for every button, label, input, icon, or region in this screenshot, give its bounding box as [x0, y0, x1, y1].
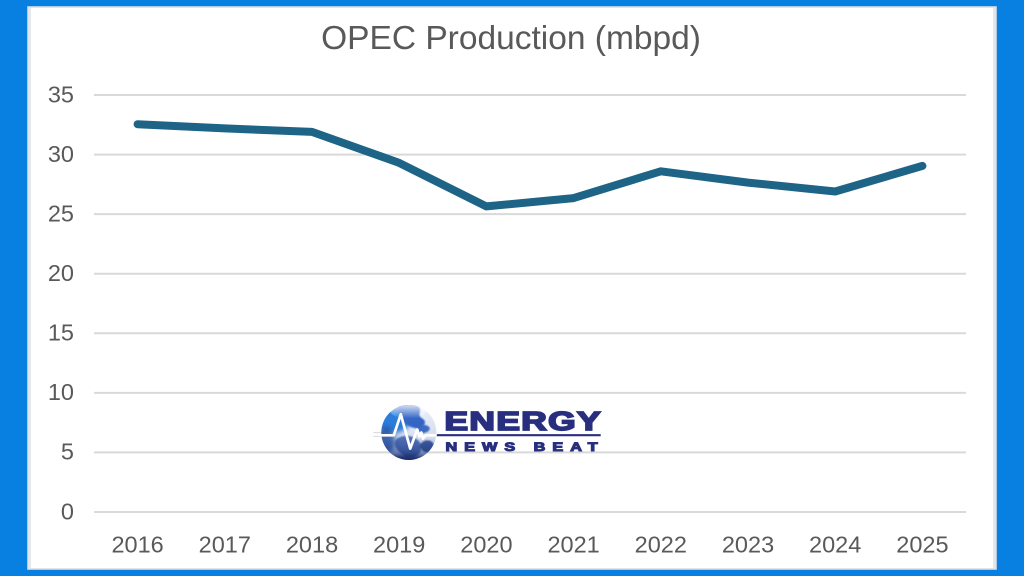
svg-text:2019: 2019 [373, 532, 425, 558]
svg-text:2022: 2022 [635, 532, 687, 558]
svg-text:OPEC Production (mbpd): OPEC Production (mbpd) [321, 20, 701, 57]
svg-text:15: 15 [48, 320, 74, 346]
svg-text:2021: 2021 [547, 532, 599, 558]
svg-text:2016: 2016 [111, 532, 163, 558]
svg-text:2023: 2023 [722, 532, 774, 558]
svg-text:2020: 2020 [460, 532, 512, 558]
svg-text:25: 25 [48, 200, 74, 226]
svg-text:2025: 2025 [896, 532, 948, 558]
svg-text:20: 20 [48, 260, 74, 286]
svg-text:35: 35 [48, 81, 74, 107]
svg-text:NEWS BEAT: NEWS BEAT [445, 441, 604, 454]
svg-text:2024: 2024 [809, 532, 861, 558]
svg-text:2017: 2017 [199, 532, 251, 558]
svg-text:ENERGY: ENERGY [444, 407, 601, 436]
svg-text:2018: 2018 [286, 532, 338, 558]
svg-text:5: 5 [61, 439, 74, 465]
svg-text:0: 0 [61, 498, 74, 524]
svg-text:10: 10 [48, 379, 74, 405]
svg-text:30: 30 [48, 141, 74, 167]
